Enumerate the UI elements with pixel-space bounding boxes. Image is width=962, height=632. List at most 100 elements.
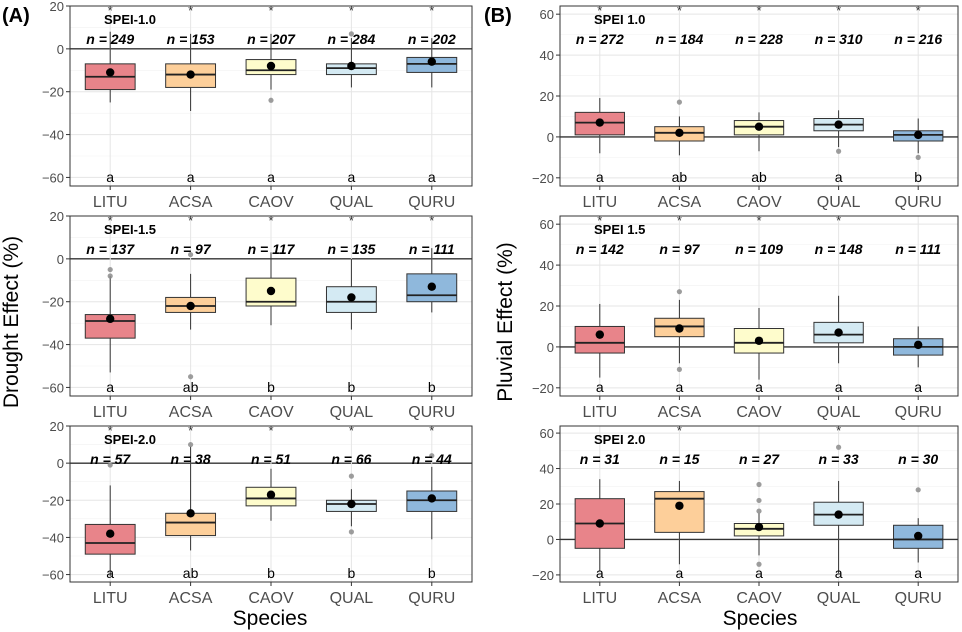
significance-star: *	[268, 423, 273, 438]
x-tick-label: QUAL	[817, 194, 861, 211]
x-tick-label: QURU	[408, 404, 455, 421]
chart-panel: 60 40 20 0 −20 * n = 142 a LITU * n = 97 a ACSA * n = …	[532, 213, 959, 421]
n-label: n = 27	[739, 451, 780, 467]
box-caov	[245, 468, 297, 521]
x-tick-label: ACSA	[658, 590, 702, 607]
x-tick-label: CAOV	[736, 404, 782, 421]
box-qual	[813, 444, 864, 574]
group-letter: a	[755, 565, 763, 581]
box-acsa	[654, 480, 705, 565]
panel-title: SPEI-1.0	[104, 12, 156, 27]
y-tick-label: 0	[57, 456, 64, 471]
group-letter: a	[106, 169, 114, 185]
mean-point	[754, 522, 764, 532]
group-letter: a	[106, 379, 114, 395]
x-tick-label: ACSA	[169, 404, 213, 421]
box-quru	[406, 248, 458, 313]
x-axis-title-right: Species	[723, 607, 798, 630]
box-quru	[406, 453, 458, 540]
outlier-point	[676, 289, 683, 295]
panel-title: SPEI 1.5	[594, 222, 645, 237]
x-tick-label: QUAL	[817, 404, 861, 421]
mean-point	[106, 68, 115, 77]
significance-star: *	[349, 3, 354, 18]
y-tick-label: 60	[540, 7, 554, 22]
mean-point	[675, 501, 684, 510]
x-tick-label: LITU	[582, 404, 617, 421]
y-tick-label: 0	[57, 252, 64, 267]
x-tick-label: LITU	[93, 404, 128, 421]
group-letter: b	[428, 379, 436, 395]
y-tick-label: −20	[42, 295, 64, 310]
y-tick-label: 40	[540, 462, 554, 477]
box-caov	[245, 33, 297, 103]
box-litu	[574, 98, 625, 154]
box-qual	[325, 473, 377, 535]
group-letter: b	[267, 379, 275, 395]
outlier-point	[756, 508, 762, 514]
x-tick-label: QURU	[408, 590, 455, 607]
group-letter: ab	[183, 379, 199, 395]
y-tick-label: 20	[540, 299, 554, 314]
mean-point	[914, 340, 923, 350]
mean-point	[595, 330, 604, 339]
n-label: n = 135	[327, 241, 375, 257]
x-tick-label: CAOV	[248, 194, 294, 211]
y-tick-label: −20	[42, 493, 64, 508]
group-letter: a	[428, 169, 436, 185]
box-acsa	[165, 441, 217, 551]
box-caov	[245, 252, 297, 326]
group-letter: a	[106, 565, 114, 581]
n-label: n = 97	[171, 241, 212, 257]
box-litu	[574, 303, 625, 378]
mean-point	[266, 61, 276, 71]
outlier-point	[348, 31, 354, 37]
n-label: n = 66	[331, 451, 371, 467]
box-acsa	[165, 251, 217, 380]
mean-point	[914, 130, 923, 140]
x-tick-label: LITU	[582, 590, 617, 607]
group-letter: a	[267, 169, 275, 185]
outlier-point	[188, 374, 194, 380]
mean-point	[106, 314, 115, 324]
x-tick-label: LITU	[93, 590, 128, 607]
box-litu	[84, 266, 136, 373]
y-tick-label: 0	[547, 340, 554, 355]
panels: 20 0 −20 −40 −60 * n = 249 a LITU * n = 153 a ACSA * n…	[42, 0, 959, 607]
outlier-point	[836, 148, 842, 154]
significance-star: *	[188, 3, 193, 18]
group-letter: a	[914, 379, 922, 395]
significance-star: *	[836, 213, 841, 228]
y-tick-label: −60	[42, 170, 64, 185]
x-tick-label: CAOV	[248, 590, 294, 607]
n-label: n = 15	[659, 451, 699, 467]
n-label: n = 57	[90, 451, 131, 467]
mean-point	[186, 509, 195, 518]
group-letter: a	[596, 379, 604, 395]
n-label: n = 30	[898, 451, 938, 467]
outlier-point	[676, 99, 683, 105]
y-tick-label: 0	[547, 532, 554, 547]
iqr-box	[84, 523, 136, 555]
y-tick-label: 20	[50, 209, 64, 224]
mean-point	[675, 324, 684, 333]
box-qual	[325, 31, 377, 88]
mean-point	[754, 122, 764, 131]
box-qual	[813, 110, 864, 154]
significance-star: *	[429, 3, 434, 18]
outlier-point	[676, 366, 683, 373]
box-caov	[733, 112, 785, 152]
group-letter: b	[348, 565, 356, 581]
x-tick-label: QUAL	[817, 590, 861, 607]
y-tick-label: −20	[532, 381, 554, 396]
significance-star: *	[188, 213, 193, 228]
box-acsa	[165, 33, 217, 111]
box-qual	[813, 295, 864, 364]
significance-star: *	[429, 423, 434, 438]
n-label: n = 216	[894, 31, 942, 47]
outlier-point	[756, 481, 762, 488]
x-tick-label: QURU	[895, 590, 942, 607]
n-label: n = 33	[819, 451, 859, 467]
box-caov	[733, 308, 785, 380]
box-acsa	[654, 99, 705, 156]
